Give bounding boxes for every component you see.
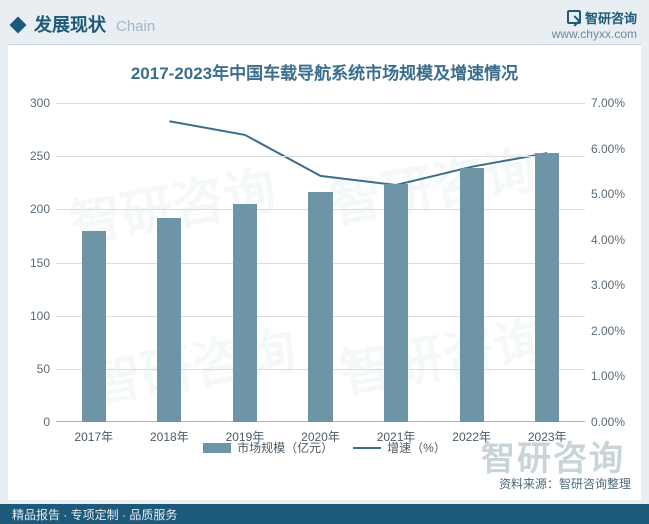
source-label: 资料来源：智研咨询整理 xyxy=(499,475,631,492)
ytick-left: 250 xyxy=(30,149,56,163)
grid-line xyxy=(56,156,585,157)
plot-area: 0501001502002503000.00%1.00%2.00%3.00%4.… xyxy=(56,103,585,422)
legend-label-bar: 市场规模（亿元） xyxy=(237,439,333,456)
legend: 市场规模（亿元） 增速（%） xyxy=(8,439,641,456)
ytick-right: 2.00% xyxy=(585,324,625,338)
bar xyxy=(384,184,408,422)
ytick-right: 7.00% xyxy=(585,96,625,110)
legend-swatch-bar-icon xyxy=(203,443,231,453)
ytick-left: 200 xyxy=(30,202,56,216)
bar xyxy=(233,204,257,422)
chart-title: 2017-2023年中国车载导航系统市场规模及增速情况 xyxy=(8,45,641,92)
ytick-right: 3.00% xyxy=(585,278,625,292)
legend-item-bar: 市场规模（亿元） xyxy=(203,439,333,456)
ytick-right: 6.00% xyxy=(585,142,625,156)
footer-text: 精品报告 · 专项定制 · 品质服务 xyxy=(12,506,177,523)
bar xyxy=(82,231,106,422)
legend-label-line: 增速（%） xyxy=(387,439,446,456)
ytick-left: 0 xyxy=(43,415,56,429)
diamond-bullet-icon xyxy=(10,17,27,34)
footer-bar: 精品报告 · 专项定制 · 品质服务 xyxy=(0,504,649,524)
ytick-right: 5.00% xyxy=(585,187,625,201)
section-subtitle: Chain xyxy=(116,18,155,35)
line-path xyxy=(169,121,547,185)
brand-name: 智研咨询 xyxy=(585,8,637,27)
chart-card: 2017-2023年中国车载导航系统市场规模及增速情况 智研咨询 智研咨询 智研… xyxy=(8,44,641,500)
brand-url: www.chyxx.com xyxy=(552,27,637,41)
brand-block: 智研咨询 xyxy=(552,8,637,27)
grid-line xyxy=(56,103,585,104)
header-left: 发展现状 Chain xyxy=(12,11,155,37)
header-bar: 发展现状 Chain 智研咨询 www.chyxx.com xyxy=(0,0,649,44)
bar xyxy=(535,153,559,422)
legend-swatch-line-icon xyxy=(353,447,381,449)
brand-logo-icon xyxy=(567,10,581,24)
ytick-right: 4.00% xyxy=(585,233,625,247)
bar xyxy=(157,218,181,422)
ytick-left: 100 xyxy=(30,309,56,323)
legend-item-line: 增速（%） xyxy=(353,439,446,456)
ytick-left: 50 xyxy=(37,362,56,376)
ytick-right: 1.00% xyxy=(585,369,625,383)
bar xyxy=(460,168,484,422)
bar xyxy=(308,192,332,422)
section-title: 发展现状 xyxy=(34,11,106,37)
ytick-right: 0.00% xyxy=(585,415,625,429)
ytick-left: 150 xyxy=(30,256,56,270)
header-right: 智研咨询 www.chyxx.com xyxy=(552,8,637,41)
ytick-left: 300 xyxy=(30,96,56,110)
